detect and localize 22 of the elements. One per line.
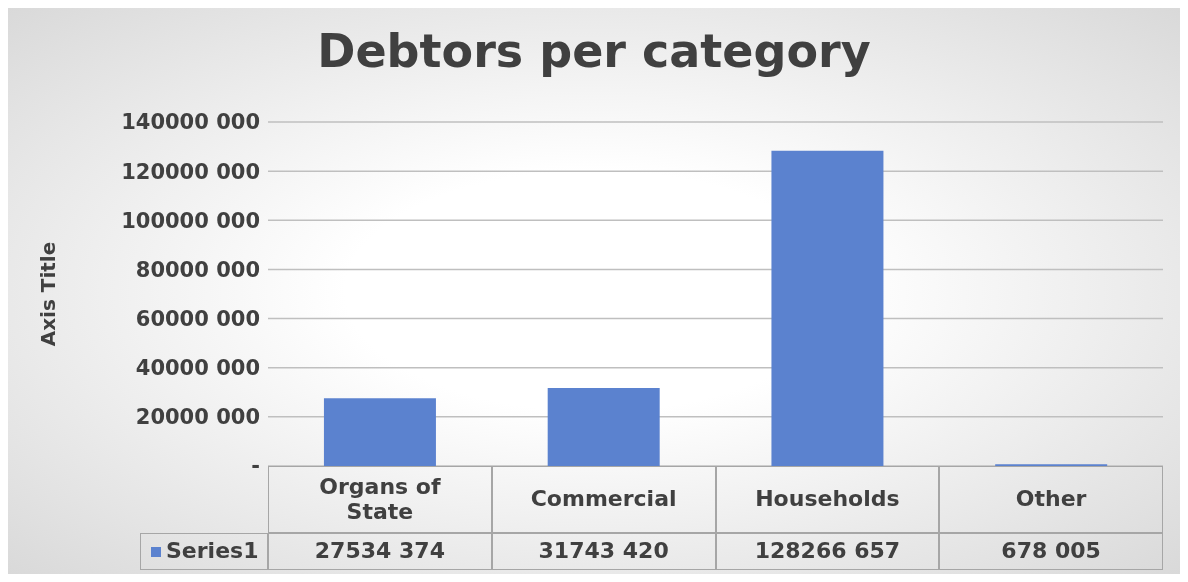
y-tick-label: 80000 000 (135, 257, 260, 282)
legend-label: Series1 (140, 533, 268, 570)
y-tick-label: - (251, 454, 260, 479)
y-tick-label: 40000 000 (135, 356, 260, 381)
bar (547, 388, 660, 466)
chart-title: Debtors per category (316, 24, 872, 78)
y-tick-label: 100000 000 (121, 208, 260, 233)
data-label: 27534 374 (268, 533, 492, 570)
x-tick-label: Households (715, 466, 940, 533)
x-tick-label: Organs of State (268, 466, 492, 533)
data-label: 128266 657 (715, 533, 940, 570)
x-tick-label: Commercial (491, 466, 716, 533)
bar (323, 398, 436, 466)
x-tick-label: Other (939, 466, 1163, 533)
y-tick-label: 140000 000 (121, 110, 260, 135)
y-axis-title: Axis Title (36, 241, 61, 347)
y-tick-label: 20000 000 (135, 405, 260, 430)
bar (771, 150, 884, 466)
data-label: 31743 420 (491, 533, 716, 570)
y-tick-label: 60000 000 (135, 307, 260, 332)
data-label: 678 005 (939, 533, 1163, 570)
y-tick-label: 120000 000 (121, 159, 260, 184)
